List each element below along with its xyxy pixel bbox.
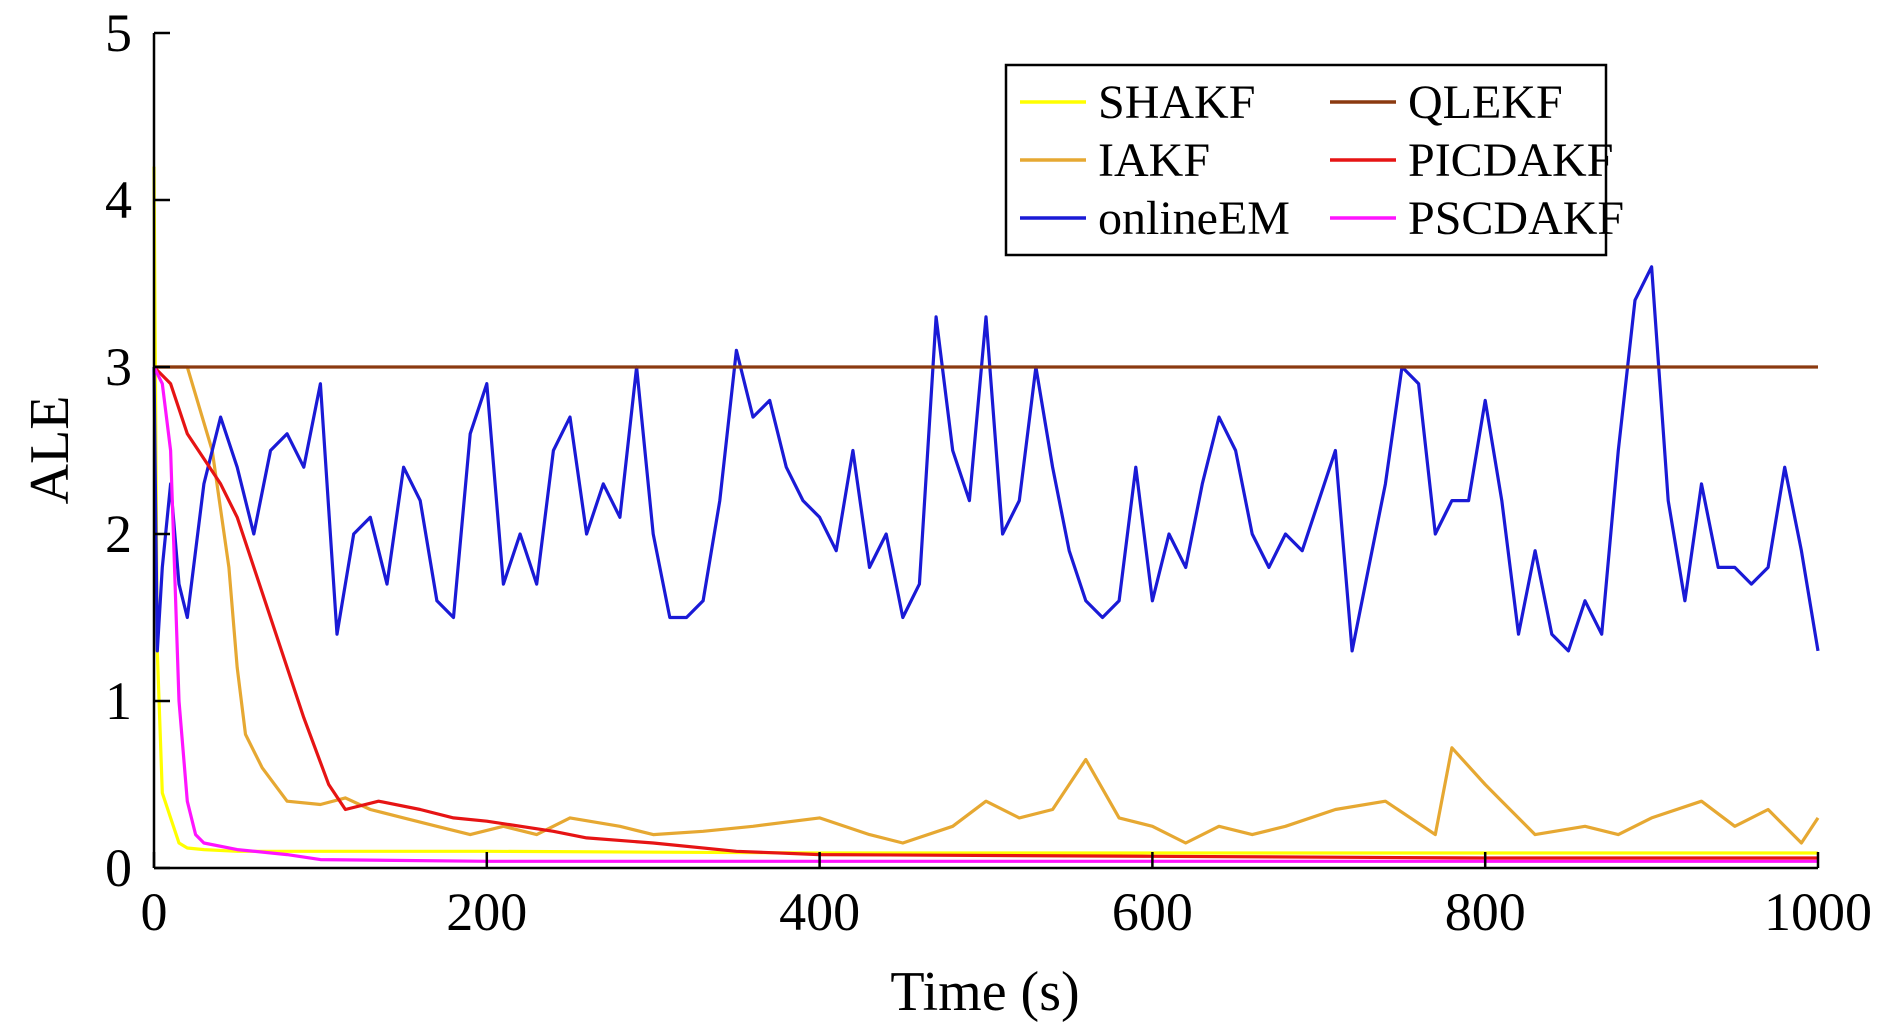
x-tick-label: 1000 [1764, 882, 1872, 942]
y-tick-label: 1 [105, 671, 132, 731]
legend-label: QLEKF [1408, 76, 1563, 129]
y-axis-label: ALE [19, 396, 81, 505]
x-tick-label: 600 [1112, 882, 1193, 942]
legend-label: PSCDAKF [1408, 192, 1624, 245]
legend-label: SHAKF [1098, 76, 1255, 129]
x-tick-label: 0 [141, 882, 168, 942]
line [152, 265, 1820, 653]
y-tick-label: 3 [105, 337, 132, 397]
line [154, 365, 1820, 845]
y-tick-label: 5 [105, 3, 132, 63]
legend-label: IAKF [1098, 134, 1210, 187]
legend-box [1004, 63, 1608, 257]
x-axis-label: Time (s) [890, 961, 1079, 1023]
x-tick-label: 200 [446, 882, 527, 942]
x-tick-label: 400 [779, 882, 860, 942]
y-tick-label: 2 [105, 504, 132, 564]
legend-label: onlineEM [1098, 192, 1290, 245]
line [152, 166, 1818, 855]
line [152, 366, 1818, 863]
x-tick-label: 800 [1445, 882, 1526, 942]
line [152, 365, 1818, 860]
y-tick-label: 0 [105, 838, 132, 898]
y-tick-label: 4 [105, 170, 132, 230]
legend-label: PICDAKF [1408, 134, 1613, 187]
